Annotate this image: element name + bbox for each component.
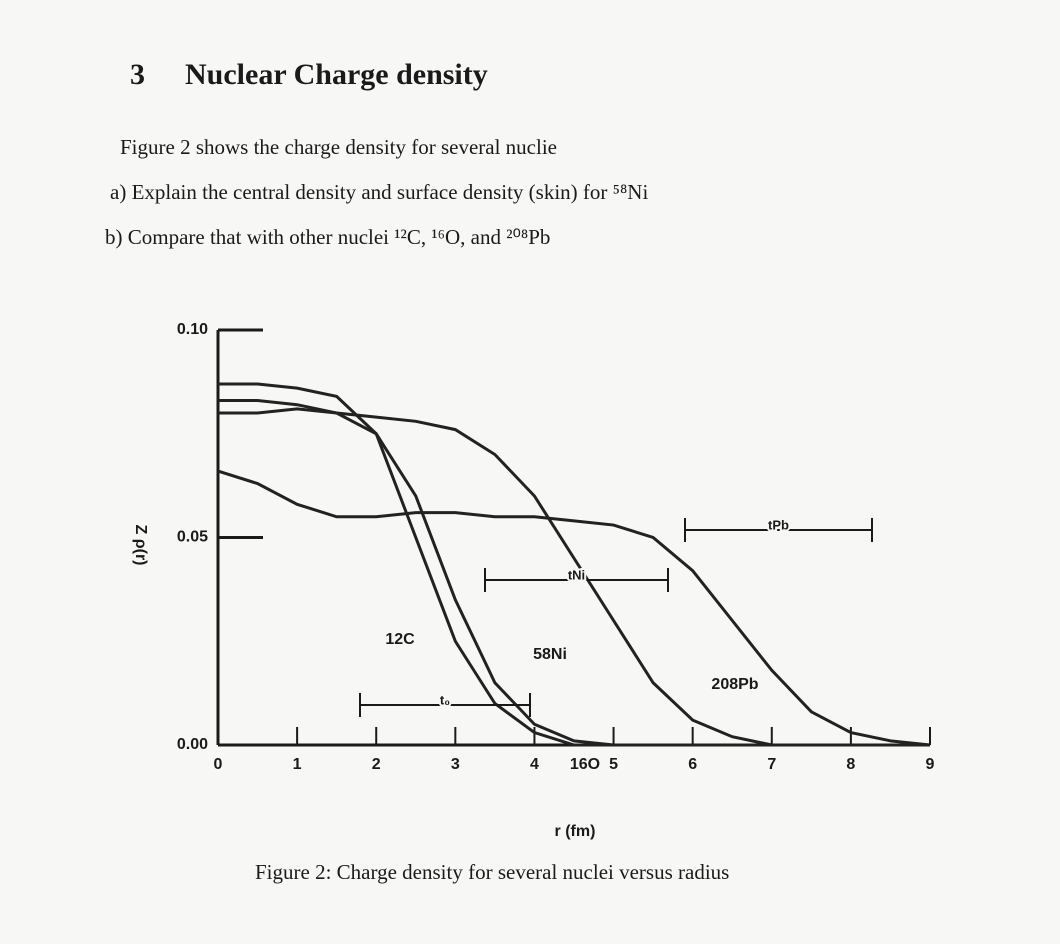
x-tick-label: 0	[214, 756, 223, 773]
density-curve	[218, 382, 930, 747]
skin-label: tNi	[568, 567, 585, 582]
density-curve	[218, 407, 930, 747]
x-tick-label: 5	[609, 756, 618, 773]
density-curve	[217, 469, 931, 747]
x-tick-label: 6	[688, 756, 697, 773]
y-axis-label: Z ρ(r)	[132, 525, 149, 566]
paragraph: Figure 2 shows the charge density for se…	[120, 135, 557, 159]
curve-label: 208Pb	[711, 676, 758, 693]
x-tick-label: 3	[451, 756, 460, 773]
figure-caption: Figure 2: Charge density for several nuc…	[255, 860, 730, 884]
x-tick-label: 8	[846, 756, 855, 773]
x-tick-label: 2	[372, 756, 381, 773]
section-number: 3	[130, 58, 145, 91]
y-tick-label: 0.10	[177, 321, 208, 338]
skin-label: t₀	[440, 692, 450, 707]
curve-label: 16O	[570, 756, 600, 773]
curve-label: 58Ni	[533, 646, 567, 663]
x-tick-label: 1	[293, 756, 302, 773]
x-tick-label: 9	[926, 756, 935, 773]
x-tick-label: 4	[530, 756, 539, 773]
x-tick-label: 7	[767, 756, 776, 773]
y-tick-label: 0.00	[177, 736, 208, 753]
y-tick-label: 0.05	[177, 529, 208, 546]
section-title: Nuclear Charge density	[185, 58, 488, 91]
curve-label: 12C	[385, 631, 415, 648]
x-axis-label: r (fm)	[555, 823, 596, 840]
skin-label: tPb	[768, 517, 789, 532]
paragraph: a) Explain the central density and surfa…	[110, 180, 649, 204]
paragraph: b) Compare that with other nuclei ¹²C, ¹…	[105, 225, 551, 249]
